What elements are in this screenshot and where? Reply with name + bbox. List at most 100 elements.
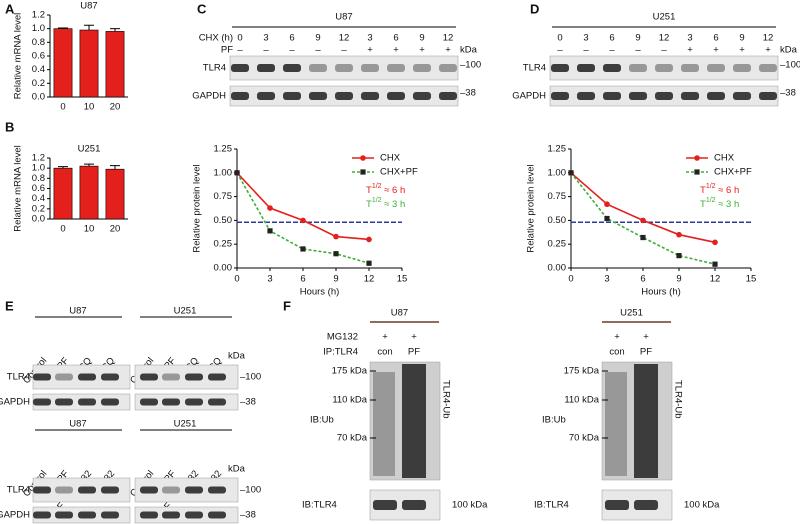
y-axis-label: Relative protein level — [192, 164, 203, 252]
blot-band — [231, 64, 249, 72]
annotation-text: ≈ 3 h — [382, 199, 406, 210]
x-tick-label: 15 — [746, 274, 757, 285]
bar — [53, 28, 73, 98]
blot-band — [629, 92, 647, 100]
blot-band — [55, 398, 73, 406]
row-label: PF — [221, 45, 233, 56]
blot-band — [707, 92, 725, 100]
blot-band — [361, 64, 379, 72]
y-tick-label: 0.50 — [548, 215, 567, 226]
lane-label: con — [377, 347, 392, 358]
blot-band — [78, 373, 96, 381]
y-tick-label: 0.0 — [32, 92, 45, 103]
x-tick-label: 0 — [60, 102, 65, 113]
annotation: T1/2 ≈ 3 h — [366, 197, 405, 210]
annotation: T1/2 ≈ 6 h — [366, 183, 405, 196]
lane-pf: – — [661, 45, 667, 56]
blot-band — [655, 64, 673, 72]
lane-pf: – — [635, 45, 641, 56]
lane-pf: – — [341, 45, 347, 56]
blot-band — [655, 92, 673, 100]
cell-label: U87 — [391, 308, 408, 319]
blot-band — [629, 64, 647, 72]
lane-pf: + — [393, 45, 399, 56]
bar — [105, 31, 125, 98]
size-marker: 70 kDa — [569, 433, 600, 444]
y-tick-label: 0.8 — [32, 37, 45, 48]
row-label: CHX (h) — [199, 33, 233, 44]
size-marker: –38 — [240, 510, 256, 521]
x-axis-label: Hours (h) — [641, 287, 681, 298]
blot-band — [162, 486, 180, 494]
blot-band — [439, 64, 457, 72]
annotation-sup: 1/2 — [372, 197, 382, 204]
cell-label: U251 — [653, 12, 676, 23]
blot-band — [208, 373, 226, 381]
lane-time: 12 — [763, 33, 774, 44]
chart-title: U251 — [78, 144, 101, 155]
blot-band — [402, 500, 426, 510]
blot-band — [373, 500, 397, 510]
cell-label: U87 — [335, 12, 352, 23]
x-tick-label: 10 — [84, 224, 95, 235]
blot-band — [55, 373, 73, 381]
kda-label: kDa — [228, 464, 246, 475]
panel-label: F — [283, 298, 291, 313]
kda-label: kDa — [780, 45, 798, 56]
cell-label: U251 — [174, 306, 197, 317]
blot-band — [33, 511, 51, 519]
blot-band — [78, 486, 96, 494]
lane-time: 6 — [609, 33, 614, 44]
blot-band — [101, 511, 119, 519]
blot-band — [413, 64, 431, 72]
blot-band — [387, 64, 405, 72]
annotation-sup: 1/2 — [706, 183, 716, 190]
point — [604, 201, 610, 208]
annotation-text: ≈ 6 h — [382, 185, 406, 196]
point — [333, 233, 339, 240]
lane-time: 3 — [583, 33, 588, 44]
blot-band — [185, 398, 203, 406]
cell-label: U87 — [69, 306, 86, 317]
lane-time: 3 — [687, 33, 692, 44]
lane-time: 0 — [557, 33, 562, 44]
y-tick-label: 0.2 — [32, 203, 45, 214]
legend-marker — [694, 155, 700, 161]
panel-label: D — [530, 1, 539, 16]
point — [640, 234, 646, 241]
y-tick-label: 1.2 — [32, 153, 45, 164]
blot-band — [681, 92, 699, 100]
annotation-sup: 1/2 — [706, 197, 716, 204]
lane-time: 12 — [659, 33, 670, 44]
y-tick-label: 1.00 — [214, 167, 233, 178]
kda-label: kDa — [228, 351, 246, 362]
blot-band — [33, 373, 51, 381]
panel-label: C — [197, 1, 207, 16]
annotation-text: ≈ 6 h — [716, 185, 740, 196]
y-tick-label: 0.6 — [32, 51, 45, 62]
legend-label: CHX+PF — [714, 167, 752, 178]
blot-band — [101, 398, 119, 406]
lane-pf: – — [263, 45, 269, 56]
blot-band — [387, 92, 405, 100]
size-marker: –38 — [240, 397, 256, 408]
x-tick-label: 15 — [397, 274, 408, 285]
lane-label: PF — [640, 347, 652, 358]
band-label: GAPDH — [0, 510, 30, 521]
blot-band — [733, 92, 751, 100]
blot-band — [283, 64, 301, 72]
band-label: GAPDH — [192, 91, 226, 102]
annotation-text: ≈ 3 h — [716, 199, 740, 210]
y-tick-label: 0.75 — [214, 191, 233, 202]
treatment-label: MG132 — [327, 332, 358, 343]
size-marker: 100 kDa — [684, 500, 720, 511]
blot-band — [283, 92, 301, 100]
blot-band — [231, 92, 249, 100]
blot-band — [55, 511, 73, 519]
panel-label: E — [5, 298, 14, 313]
cell-label: U87 — [69, 419, 86, 430]
series-line — [570, 172, 716, 265]
blot-band — [634, 500, 658, 510]
legend-label: CHX+PF — [380, 167, 418, 178]
